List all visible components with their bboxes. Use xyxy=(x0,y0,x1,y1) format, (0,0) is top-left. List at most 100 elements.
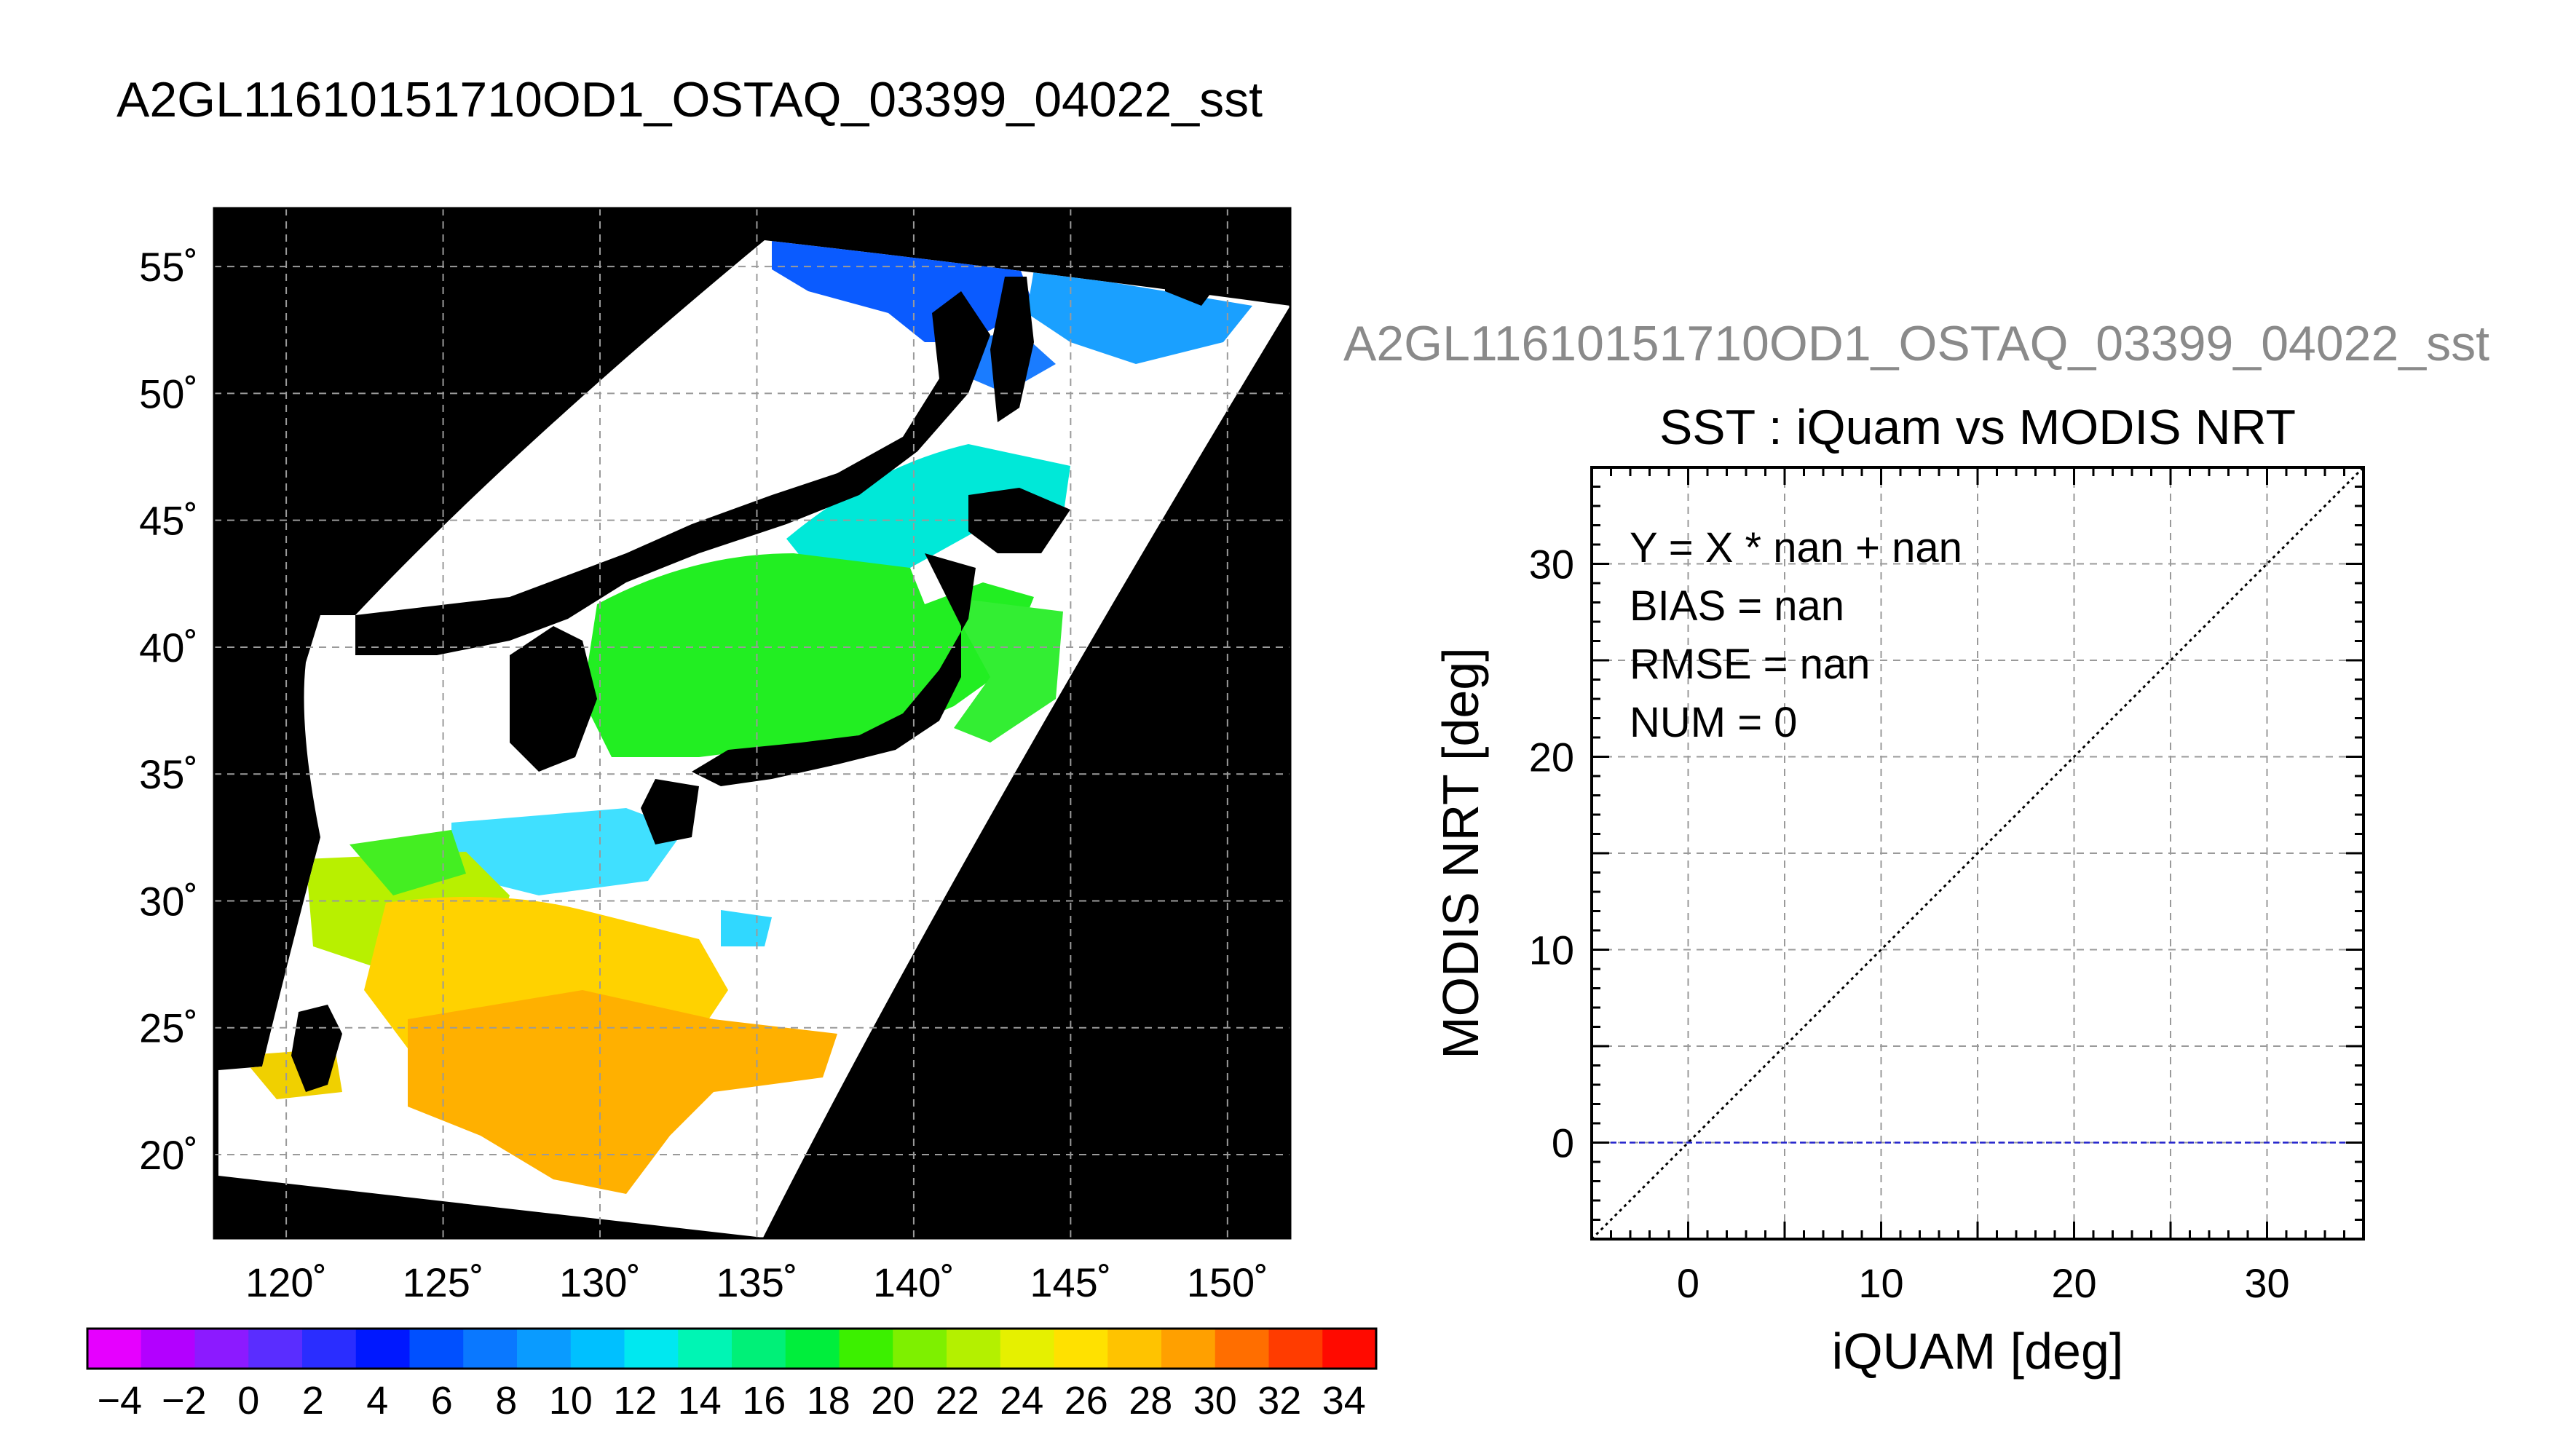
scatter-stat-line: NUM = 0 xyxy=(1630,699,1797,746)
colorbar-tick-label: 6 xyxy=(431,1379,453,1423)
lon-tick-labels: 120˚ 125˚ 130˚ 135˚ 140˚ 145˚ 150˚ xyxy=(245,1259,1268,1305)
land-kyushu xyxy=(641,779,699,844)
lon-tick-label: 135˚ xyxy=(716,1259,797,1305)
colorbar-cell xyxy=(1107,1329,1162,1369)
colorbar-cell xyxy=(732,1329,786,1369)
sst-region-blue-dots xyxy=(721,910,772,946)
land-sakhalin xyxy=(990,277,1034,422)
colorbar-cell xyxy=(355,1329,411,1369)
colorbar-cell xyxy=(194,1329,250,1369)
colorbar: −4 −2 0 2 4 6 8 10 12 14 16 18 20 22 24 26 28 30 32 34 xyxy=(86,1327,1378,1423)
colorbar-tick-label: 10 xyxy=(549,1379,593,1423)
lon-tick-label: 130˚ xyxy=(559,1259,641,1305)
colorbar-tick-label: 34 xyxy=(1322,1379,1366,1423)
lat-tick-label: 30˚ xyxy=(139,878,198,924)
colorbar-tick-label: −4 xyxy=(97,1379,142,1423)
colorbar-tick-label: 4 xyxy=(366,1379,388,1423)
colorbar-cell xyxy=(893,1329,947,1369)
lat-tick-label: 40˚ xyxy=(139,625,198,670)
lon-tick-label: 125˚ xyxy=(403,1259,484,1305)
land-taiwan xyxy=(291,1005,342,1092)
colorbar-cell xyxy=(1161,1329,1216,1369)
colorbar-tick-label: 20 xyxy=(871,1379,915,1423)
colorbar-cell xyxy=(87,1329,142,1369)
sst-region-cold-northeast xyxy=(1027,269,1252,364)
scatter-frame xyxy=(1590,466,2365,1241)
colorbar-cell xyxy=(1000,1329,1055,1369)
scatter-ticks: 0 10 20 30 0 10 20 30 xyxy=(1529,466,2365,1306)
scatter-title-clipped: A2GL11610151710OD1_OSTAQ_03399_04022_sst xyxy=(1343,316,2489,371)
lat-tick-label: 20˚ xyxy=(139,1132,198,1178)
sst-region-subtropical-south xyxy=(408,990,837,1194)
sst-region-ecs-green xyxy=(350,830,466,895)
colorbar-tick-label: −2 xyxy=(162,1379,207,1423)
scatter-reference-lines xyxy=(1590,466,2365,1241)
colorbar-tick-label: 32 xyxy=(1257,1379,1301,1423)
colorbar-cell xyxy=(624,1329,679,1369)
scatter-stat-line: BIAS = nan xyxy=(1630,582,1844,630)
colorbar-cell xyxy=(141,1329,196,1369)
colorbar-cell xyxy=(785,1329,840,1369)
lon-tick-label: 120˚ xyxy=(245,1259,327,1305)
land-china-north xyxy=(355,291,990,655)
colorbar-tick-label: 0 xyxy=(237,1379,259,1423)
scatter-stats: Y = X * nan + nan BIAS = nan RMSE = nan NUM… xyxy=(1630,524,1962,746)
sst-map: 55˚ 50˚ 45˚ 40˚ 35˚ 30˚ 25˚ 20˚ 120˚ 125˚ 130˚ 135… xyxy=(139,207,1292,1305)
colorbar-cell xyxy=(248,1329,303,1369)
colorbar-cell xyxy=(302,1329,357,1369)
lon-tick-label: 145˚ xyxy=(1030,1259,1111,1305)
reference-line-one-to-one xyxy=(1590,466,2365,1241)
colorbar-tick-label: 28 xyxy=(1129,1379,1172,1423)
scatter-title: SST : iQuam vs MODIS NRT xyxy=(1659,400,2296,455)
lat-tick-label: 25˚ xyxy=(139,1005,198,1051)
colorbar-tick-label: 2 xyxy=(302,1379,324,1423)
colorbar-tick-label: 22 xyxy=(936,1379,979,1423)
colorbar-tick-label: 30 xyxy=(1193,1379,1237,1423)
scatter-y-tick-label: 0 xyxy=(1552,1120,1574,1166)
colorbar-cell xyxy=(1322,1329,1377,1369)
map-grid xyxy=(214,208,1290,1238)
lat-tick-labels: 55˚ 50˚ 45˚ 40˚ 35˚ 30˚ 25˚ 20˚ xyxy=(139,244,198,1178)
colorbar-tick-label: 26 xyxy=(1065,1379,1108,1423)
colorbar-cell xyxy=(517,1329,572,1369)
colorbar-tick-label: 14 xyxy=(678,1379,722,1423)
colorbar-tick-labels: −4 −2 0 2 4 6 8 10 12 14 16 18 20 22 24 26 28 30 32 34 xyxy=(97,1379,1365,1423)
colorbar-tick-label: 16 xyxy=(742,1379,786,1423)
scatter-stat-line: Y = X * nan + nan xyxy=(1630,524,1962,571)
land-mask xyxy=(218,262,1223,1092)
colorbar-cell xyxy=(947,1329,1001,1369)
lat-tick-label: 35˚ xyxy=(139,751,198,797)
colorbar-tick-label: 24 xyxy=(1000,1379,1043,1423)
scatter-x-tick-label: 10 xyxy=(1858,1260,1903,1306)
colorbar-cell xyxy=(678,1329,732,1369)
colorbar-cell xyxy=(570,1329,625,1369)
scatter-x-tick-label: 30 xyxy=(2244,1260,2289,1306)
colorbar-cell xyxy=(839,1329,894,1369)
lat-tick-label: 45˚ xyxy=(139,498,198,544)
scatter-y-tick-label: 20 xyxy=(1529,735,1574,780)
scatter-stat-line: RMSE = nan xyxy=(1630,641,1870,688)
land-korea xyxy=(510,626,597,772)
colorbar-cell xyxy=(1054,1329,1109,1369)
scatter-x-axis-label: iQUAM [deg] xyxy=(1832,1323,2124,1380)
colorbar-cells xyxy=(87,1329,1377,1369)
colorbar-cell xyxy=(1215,1329,1270,1369)
scatter-plot: SST : iQuam vs MODIS NRT 0 10 20 300102030 … xyxy=(1432,400,2365,1380)
colorbar-tick-label: 12 xyxy=(613,1379,657,1423)
colorbar-cell xyxy=(463,1329,518,1369)
land-kamchatka-tip xyxy=(1165,262,1223,306)
map-title: A2GL11610151710OD1_OSTAQ_03399_04022_sst xyxy=(117,72,1263,127)
colorbar-frame xyxy=(86,1327,1378,1370)
scatter-y-tick-label: 30 xyxy=(1529,542,1574,587)
scatter-y-axis-label: MODIS NRT [deg] xyxy=(1432,647,1489,1059)
lat-tick-label: 50˚ xyxy=(139,371,198,416)
scatter-grid xyxy=(1592,467,2364,1239)
lon-tick-label: 140˚ xyxy=(873,1259,955,1305)
lat-tick-label: 55˚ xyxy=(139,244,198,290)
sst-region-cyan-patch xyxy=(451,808,684,895)
lon-tick-label: 150˚ xyxy=(1187,1259,1268,1305)
sst-region-pacific-green xyxy=(947,597,1063,743)
colorbar-cell xyxy=(1268,1329,1324,1369)
sst-region-sea-of-japan-north xyxy=(786,444,1070,575)
scatter-y-tick-label: 10 xyxy=(1529,927,1574,973)
